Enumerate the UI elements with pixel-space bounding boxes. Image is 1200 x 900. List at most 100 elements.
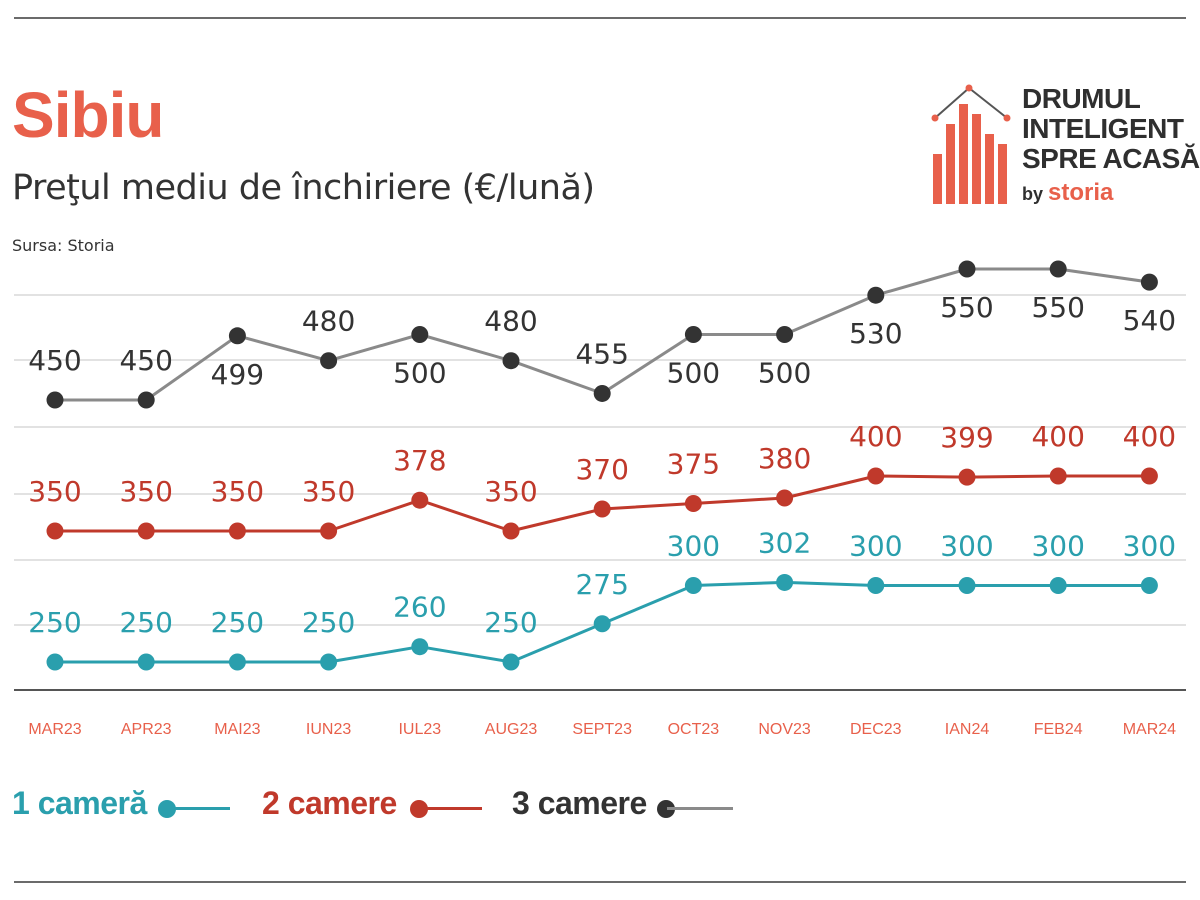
data-label: 260 [393, 591, 446, 624]
data-label: 250 [211, 606, 264, 639]
logo-line-3: SPRE ACASĂ [1022, 143, 1200, 174]
x-tick-label: MAR24 [1123, 721, 1176, 738]
data-point [593, 615, 611, 633]
x-tick-label: IUL23 [398, 721, 441, 738]
data-point [46, 653, 64, 671]
data-label: 375 [667, 448, 720, 481]
x-tick-label: MAR23 [28, 721, 81, 738]
data-label: 300 [667, 530, 720, 563]
data-point [502, 522, 520, 540]
data-label: 350 [119, 475, 172, 508]
data-point [684, 577, 702, 594]
x-tick-label: IUN23 [306, 721, 351, 738]
data-label: 480 [484, 305, 537, 338]
logo-line-2: INTELIGENT [1022, 113, 1184, 144]
data-label: 350 [211, 475, 264, 508]
data-label: 250 [28, 606, 81, 639]
data-point [776, 489, 794, 507]
x-tick-label: NOV23 [758, 721, 811, 738]
logo-brand: storia [1048, 179, 1114, 206]
storia-logo: DRUMUL INTELIGENT SPRE ACASĂ by storia [925, 78, 1200, 213]
legend-marker [410, 800, 428, 818]
data-label: 300 [940, 530, 993, 563]
data-label: 530 [849, 317, 902, 350]
data-point [228, 522, 246, 540]
data-point [137, 391, 155, 409]
data-point [958, 468, 976, 486]
data-point [137, 522, 155, 540]
x-tick-label: APR23 [121, 721, 172, 738]
data-point [228, 653, 246, 671]
data-label: 300 [849, 530, 902, 563]
data-point [502, 352, 520, 370]
data-point [776, 573, 794, 591]
data-point [593, 500, 611, 518]
data-label: 350 [484, 475, 537, 508]
data-point [1140, 577, 1158, 594]
data-label: 450 [28, 344, 81, 377]
legend-marker [158, 800, 176, 818]
data-label: 450 [119, 344, 172, 377]
data-label: 300 [1123, 530, 1176, 563]
x-tick-label: MAI23 [214, 721, 260, 738]
data-point [1049, 260, 1067, 278]
data-point [776, 326, 794, 343]
data-label: 300 [1031, 530, 1084, 563]
data-label: 302 [758, 526, 811, 559]
data-label: 500 [758, 357, 811, 390]
x-tick-label: DEC23 [850, 721, 902, 738]
data-point [867, 467, 885, 485]
x-tick-label: IAN24 [945, 721, 990, 738]
data-point [958, 577, 976, 594]
legend-label: 2 camere [262, 785, 397, 821]
x-tick-label: SEPT23 [572, 721, 632, 738]
legend-2-camere: 2 camere [262, 785, 397, 822]
x-tick-label: FEB24 [1034, 721, 1083, 738]
data-point [411, 638, 429, 656]
house-chart-icon [931, 84, 1011, 204]
data-point [46, 391, 64, 409]
source-note: Sursa: Storia [12, 236, 115, 255]
x-tick-label: AUG23 [485, 721, 538, 738]
data-point [320, 352, 338, 370]
data-point [320, 522, 338, 540]
data-point [320, 653, 338, 671]
legend-label: 1 cameră [12, 785, 147, 821]
data-point [867, 577, 885, 594]
data-point [1049, 467, 1067, 485]
data-point [867, 286, 885, 304]
data-label: 380 [758, 442, 811, 475]
legend-line [667, 807, 733, 810]
data-point [1140, 467, 1158, 485]
data-point [684, 326, 702, 343]
data-label: 250 [302, 606, 355, 639]
data-point [411, 326, 429, 343]
data-point [137, 653, 155, 671]
data-label: 400 [849, 420, 902, 453]
data-point [228, 327, 246, 345]
legend-label: 3 camere [512, 785, 647, 821]
data-label: 499 [211, 358, 264, 391]
legend-3-camere: 3 camere [512, 785, 647, 822]
logo-wordmark: DRUMUL INTELIGENT SPRE ACASĂ [1022, 84, 1200, 174]
data-point [958, 260, 976, 278]
x-tick-label: OCT23 [668, 721, 720, 738]
data-label: 480 [302, 305, 355, 338]
data-point [684, 495, 702, 512]
data-point [1140, 273, 1158, 291]
data-label: 250 [484, 606, 537, 639]
data-label: 350 [28, 475, 81, 508]
data-label: 275 [575, 568, 628, 601]
bottom-rule [14, 881, 1186, 883]
chart-subtitle: Preţul mediu de închiriere (€/lună) [12, 168, 595, 208]
data-point [1049, 577, 1067, 594]
logo-byline: by storia [1022, 179, 1113, 207]
data-label: 378 [393, 444, 446, 477]
logo-line-1: DRUMUL [1022, 83, 1141, 114]
data-label: 500 [667, 357, 720, 390]
data-label: 400 [1123, 420, 1176, 453]
data-label: 550 [1031, 291, 1084, 324]
data-label: 350 [302, 475, 355, 508]
data-label: 399 [940, 421, 993, 454]
